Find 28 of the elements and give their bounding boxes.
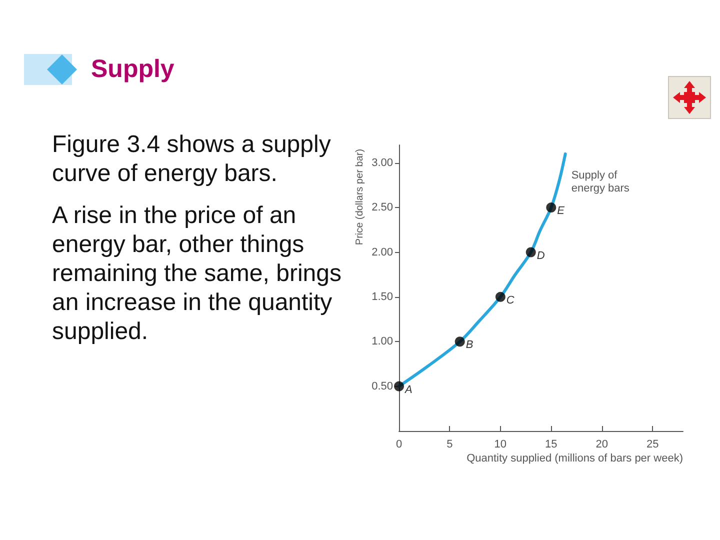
point xyxy=(454,336,465,347)
annotation: D xyxy=(536,250,545,262)
point xyxy=(394,381,404,392)
point xyxy=(526,247,536,258)
y-axis-title: Price (dollars per bar) xyxy=(354,148,366,246)
x-axis-title: Quantity supplied (millions of bars per week) xyxy=(466,452,683,464)
x-tick-label: 10 xyxy=(494,438,507,450)
y-tick-label: 1.50 xyxy=(372,290,393,303)
x-tick-label: 0 xyxy=(396,438,402,450)
x-tick-label: 15 xyxy=(545,438,558,450)
x-tick-label: 25 xyxy=(646,438,659,450)
y-tick-label: 1.00 xyxy=(372,336,393,348)
x-tick-label: 5 xyxy=(446,438,453,450)
caption: Figure 3.4 shows a supply curve of energy bars. xyxy=(52,130,332,188)
series-label: Supply of energy bars xyxy=(571,169,630,194)
y-tick-label: 0.50 xyxy=(372,380,393,392)
x-tick-label: 20 xyxy=(596,438,608,450)
text: A rise in the price of an energy bar, other things remaining the same, brings an increase in the quantity supplied. xyxy=(52,201,342,346)
y-tick-label: 2.00 xyxy=(372,246,393,258)
y-tick-label: 2.50 xyxy=(372,202,393,214)
annotation: C xyxy=(506,294,514,306)
point xyxy=(495,292,506,302)
annotation: A xyxy=(404,384,412,396)
y-tick-label: 3.00 xyxy=(372,156,393,169)
annotation: B xyxy=(466,339,474,352)
text: Supply xyxy=(91,54,174,84)
annotation: E xyxy=(557,205,566,218)
point xyxy=(546,202,556,213)
